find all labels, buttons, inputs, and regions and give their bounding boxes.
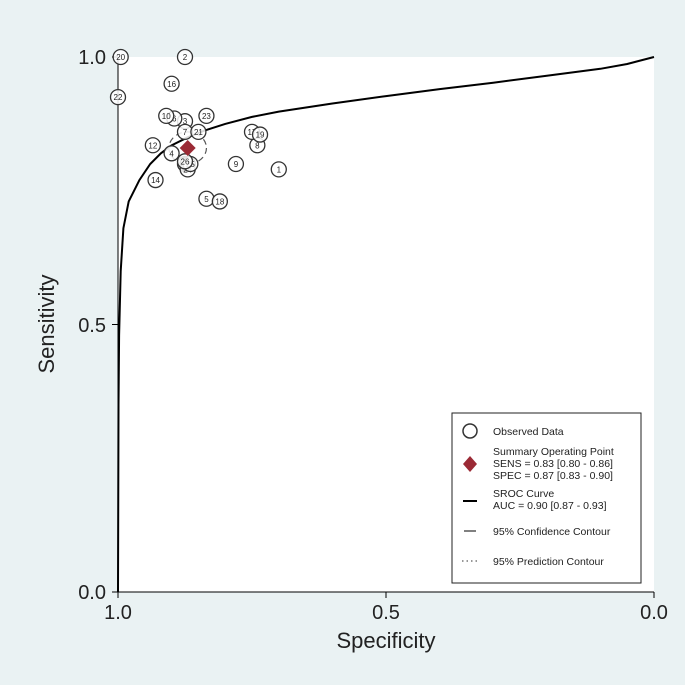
legend-summary-spec: SPEC = 0.87 [0.83 - 0.90] <box>493 470 613 482</box>
point-label: 3 <box>183 117 188 126</box>
point-label: 14 <box>151 176 160 185</box>
summary-operating-point <box>179 139 196 156</box>
point-marker <box>211 193 228 210</box>
y-tick-label: 1.0 <box>78 47 106 69</box>
y-tick-label: 0.0 <box>78 582 106 604</box>
x-axis-title: Specificity <box>336 628 435 653</box>
x-tick-label: 0.0 <box>640 602 668 624</box>
point-label: 8 <box>255 141 260 150</box>
legend-summary-marker <box>463 456 477 472</box>
legend-box <box>451 412 642 584</box>
point-marker <box>227 155 245 173</box>
point-label: 10 <box>162 112 171 121</box>
x-tick-label: 0.5 <box>372 602 400 624</box>
observed-point: 18 <box>211 193 228 210</box>
observed-point: 5 <box>198 190 215 207</box>
point-label: 1 <box>277 165 282 174</box>
point-marker <box>176 153 194 170</box>
observed-point: 21 <box>190 123 207 141</box>
y-tick-label: 0.5 <box>78 315 106 337</box>
y-axis-title: Sensitivity <box>34 274 59 373</box>
point-label: 26 <box>181 157 190 166</box>
observed-point: 23 <box>198 107 215 124</box>
point-label: 7 <box>183 128 188 137</box>
point-marker <box>190 123 207 141</box>
observed-points-layer: 1234567891011121314151617181920212223242… <box>109 48 287 210</box>
observed-point: 1 <box>270 161 287 178</box>
point-marker <box>147 171 164 189</box>
observed-point: 14 <box>147 171 164 189</box>
point-label: 16 <box>167 80 176 89</box>
point-label: 12 <box>148 141 157 150</box>
point-marker <box>144 137 161 154</box>
observed-point: 2 <box>176 48 194 66</box>
point-label: 18 <box>215 197 224 206</box>
legend-sroc-title: SROC Curve <box>493 488 554 500</box>
legend-summary-sens: SENS = 0.83 [0.80 - 0.86] <box>493 458 613 470</box>
observed-point: 4 <box>163 145 180 162</box>
point-marker <box>109 88 127 106</box>
point-marker <box>251 126 269 143</box>
legend-confidence-label: 95% Confidence Contour <box>493 526 611 538</box>
observed-point: 20 <box>112 48 129 66</box>
observed-point: 12 <box>144 137 161 154</box>
observed-point: 22 <box>109 88 127 106</box>
point-label: 23 <box>202 112 211 121</box>
point-label: 2 <box>183 53 188 62</box>
point-label: 21 <box>194 128 203 137</box>
point-label: 22 <box>114 93 123 102</box>
point-marker <box>198 107 215 124</box>
point-label: 4 <box>169 149 174 158</box>
point-marker <box>163 145 180 162</box>
axes: 0.0 0.5 1.0 1.0 0.5 0.0 Specificity Sens… <box>34 47 668 653</box>
point-marker <box>112 48 129 66</box>
point-label: 9 <box>234 160 239 169</box>
legend-sroc-auc: AUC = 0.90 [0.87 - 0.93] <box>493 500 607 512</box>
observed-point: 16 <box>163 75 180 92</box>
point-marker <box>163 75 180 92</box>
legend-summary-title: Summary Operating Point <box>493 446 614 458</box>
legend: Observed Data Summary Operating Point SE… <box>451 412 642 584</box>
summary-layer <box>179 139 196 156</box>
observed-point: 26 <box>176 153 194 170</box>
x-tick-label: 1.0 <box>104 602 132 624</box>
point-label: 6 <box>172 115 177 124</box>
legend-prediction-label: 95% Prediction Contour <box>493 556 604 568</box>
point-marker <box>176 48 194 66</box>
legend-observed-label: Observed Data <box>493 426 564 438</box>
point-marker <box>158 107 175 124</box>
point-label: 5 <box>204 195 209 204</box>
observed-point: 9 <box>227 155 245 173</box>
point-marker <box>270 161 287 178</box>
legend-observed-marker <box>462 423 478 439</box>
observed-point: 10 <box>158 107 175 124</box>
observed-point: 19 <box>251 126 269 143</box>
point-label: 19 <box>256 131 265 140</box>
point-label: 20 <box>116 53 125 62</box>
